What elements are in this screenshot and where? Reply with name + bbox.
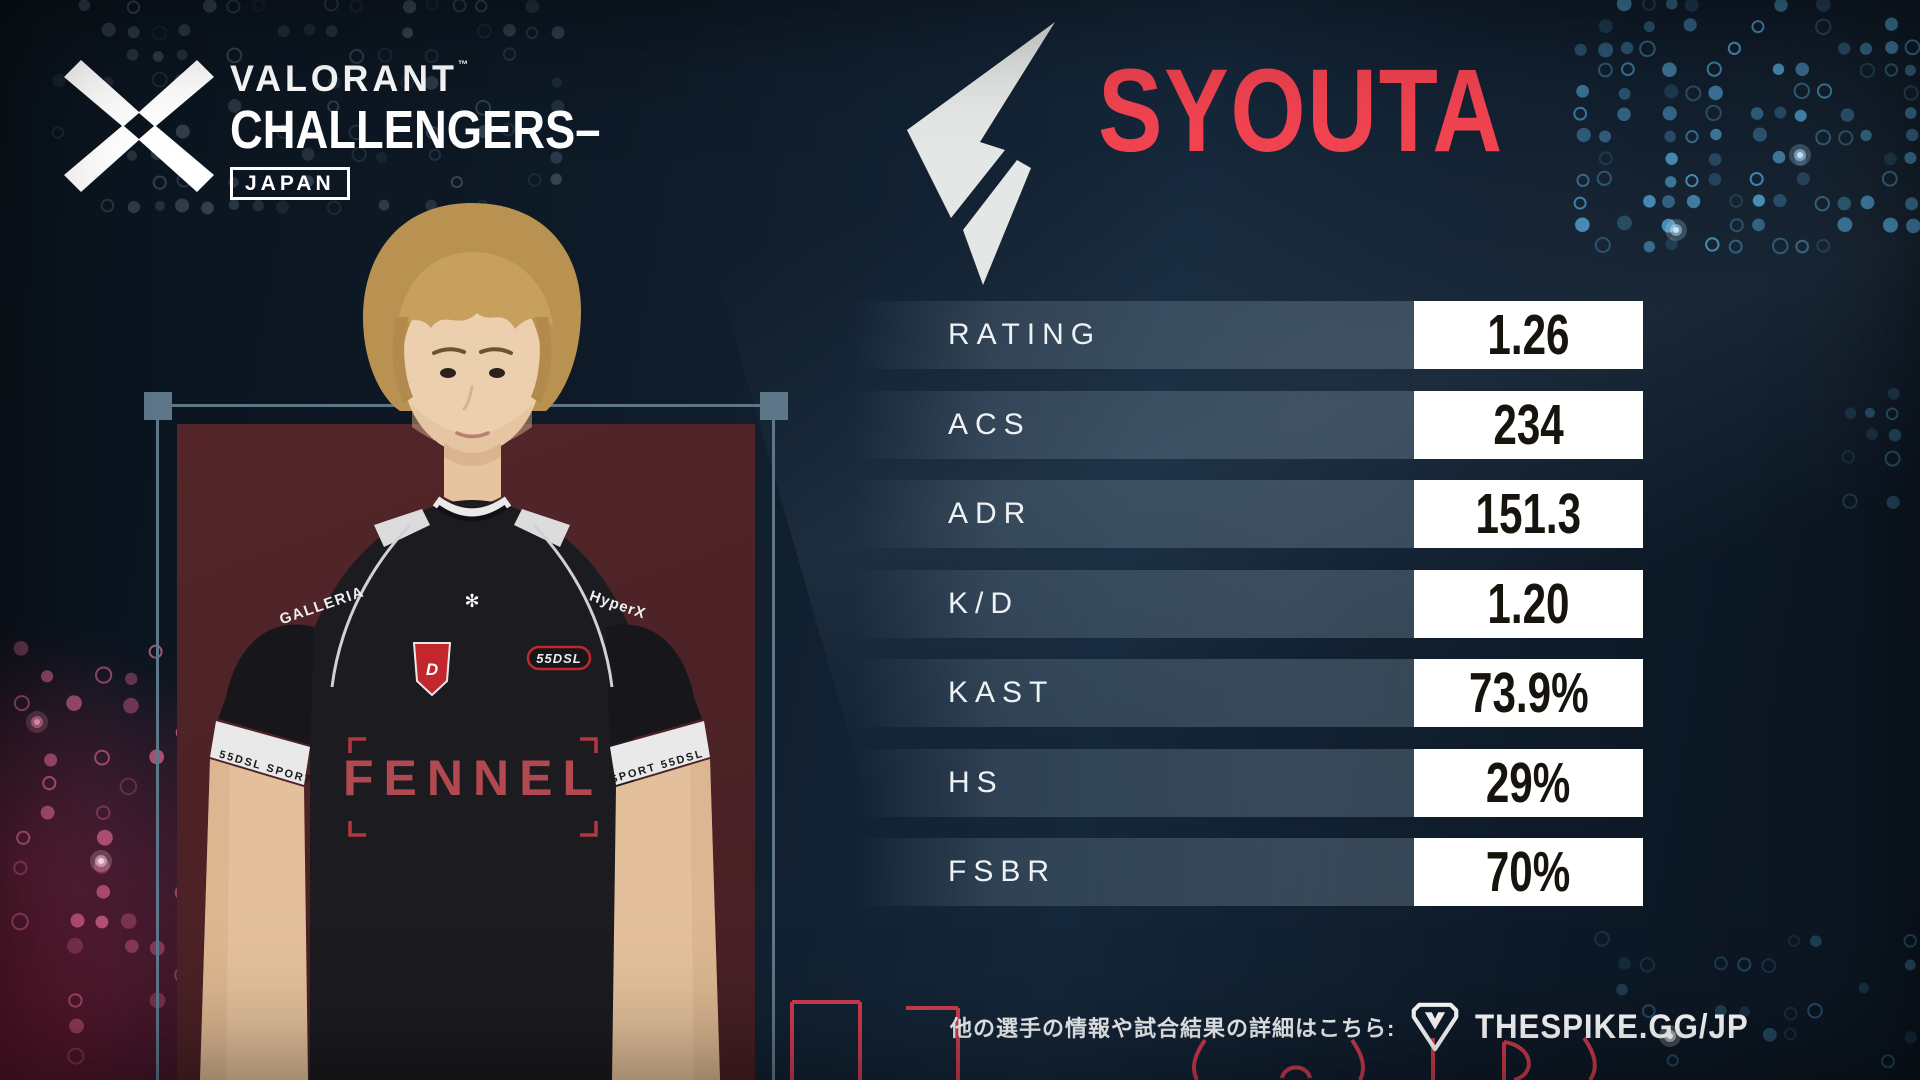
chest-patch-monogram: D xyxy=(426,660,438,679)
event-logo-block: VALORANT™ CHALLENGERS– JAPAN xyxy=(64,60,671,200)
stat-value: 1.26 xyxy=(1487,302,1570,367)
stat-value-box: 29% xyxy=(1414,749,1643,817)
stat-value: 234 xyxy=(1493,392,1564,457)
frame-vertical-line-right xyxy=(772,420,775,1080)
thespike-logo-icon xyxy=(1412,1002,1459,1052)
stat-value: 29% xyxy=(1486,750,1571,815)
frame-corner-square-left xyxy=(144,392,172,420)
frame-vertical-line-left xyxy=(156,420,159,1080)
stat-value-box: 151.3 xyxy=(1414,480,1643,548)
footer-caption: 他の選手の情報や試合結果の詳細はこちら: xyxy=(950,1016,1396,1041)
stat-value-box: 1.20 xyxy=(1414,570,1643,638)
chest-patch-shield xyxy=(412,642,452,697)
stat-label: FSBR xyxy=(948,855,1057,888)
stat-value: 73.9% xyxy=(1468,660,1589,725)
chest-badge-label: 55DSL xyxy=(536,651,581,666)
stat-label: HS xyxy=(948,766,1004,799)
jersey-team-wordmark: FENNEL xyxy=(343,750,603,806)
brand-series: CHALLENGERS– xyxy=(230,100,601,160)
player-jersey xyxy=(310,500,634,1080)
stat-label: K/D xyxy=(948,587,1020,620)
stat-value-box: 1.26 xyxy=(1414,301,1643,369)
stat-label: ACS xyxy=(948,408,1031,441)
stat-value-box: 73.9% xyxy=(1414,659,1643,727)
brand-wordmark: VALORANT™ xyxy=(230,58,473,99)
frame-corner-square-right xyxy=(760,392,788,420)
chest-badge-pill xyxy=(526,645,592,671)
stat-value: 70% xyxy=(1486,839,1571,904)
stat-label: RATING xyxy=(948,318,1102,351)
trademark-mark: ™ xyxy=(457,59,473,71)
fennel-bolt-logo-icon xyxy=(907,22,1055,285)
player-photo: 55DSL SPORT SPORT 55DSL GALLERIA HyperX … xyxy=(200,203,720,1080)
collar-emblem-icon: ✻ xyxy=(464,591,479,611)
stat-value-box: 234 xyxy=(1414,391,1643,459)
stat-value: 151.3 xyxy=(1475,481,1582,546)
stat-value: 1.20 xyxy=(1487,571,1570,636)
brand-region-badge: JAPAN xyxy=(230,167,350,200)
vct-x-logo-icon xyxy=(64,60,214,192)
jersey-corner-brackets xyxy=(348,737,598,837)
stat-value-box: 70% xyxy=(1414,838,1643,906)
footer: 他の選手の情報や試合結果の詳細はこちら: THESPIKE.GG/JP xyxy=(950,996,1773,1058)
stat-label: ADR xyxy=(948,497,1033,530)
player-name: SYOUTA xyxy=(1098,45,1504,177)
thespike-site-link[interactable]: THESPIKE.GG/JP xyxy=(1475,1007,1749,1046)
stat-label: KAST xyxy=(948,676,1055,709)
